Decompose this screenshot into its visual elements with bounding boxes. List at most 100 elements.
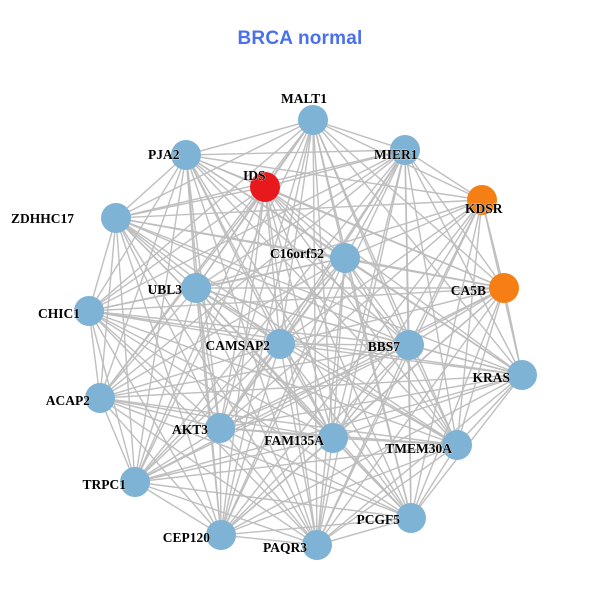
graph-edge bbox=[134, 481, 412, 519]
node-marker[interactable] bbox=[265, 329, 295, 359]
graph-edge bbox=[134, 343, 281, 483]
graph-edge bbox=[88, 310, 523, 376]
graph-edge bbox=[219, 343, 281, 429]
graph-edge bbox=[219, 287, 505, 429]
graph-edge bbox=[115, 217, 136, 483]
node-marker[interactable] bbox=[74, 296, 104, 326]
graph-node-kras[interactable]: KRAS bbox=[472, 360, 537, 390]
node-marker[interactable] bbox=[205, 413, 235, 443]
graph-node-akt3[interactable]: AKT3 bbox=[172, 413, 235, 443]
graph-edge bbox=[312, 119, 406, 151]
node-marker[interactable] bbox=[85, 383, 115, 413]
graph-node-ids[interactable]: IDS bbox=[243, 168, 280, 202]
graph-node-tmem30a[interactable]: TMEM30A bbox=[385, 430, 472, 460]
graph-edge bbox=[344, 257, 410, 346]
node-label: KRAS bbox=[472, 370, 510, 385]
graph-node-pja2[interactable]: PJA2 bbox=[148, 140, 201, 170]
graph-node-bbs7[interactable]: BBS7 bbox=[367, 330, 424, 360]
graph-node-camsap2[interactable]: CAMSAP2 bbox=[205, 329, 296, 359]
node-marker[interactable] bbox=[507, 360, 537, 390]
node-marker[interactable] bbox=[181, 273, 211, 303]
graph-edge bbox=[99, 257, 346, 399]
node-marker[interactable] bbox=[396, 503, 426, 533]
graph-edge bbox=[88, 186, 266, 312]
node-marker[interactable] bbox=[302, 530, 332, 560]
node-layer[interactable]: MALT1 PJA2 MIER1 IDS KDSR ZDHHC17 C16orf52 CA5B… bbox=[11, 91, 537, 560]
graph-node-paqr3[interactable]: PAQR3 bbox=[263, 530, 332, 560]
graph-edge bbox=[88, 310, 281, 345]
node-marker[interactable] bbox=[298, 105, 328, 135]
node-marker[interactable] bbox=[171, 140, 201, 170]
node-marker[interactable] bbox=[318, 423, 348, 453]
graph-edge bbox=[220, 119, 314, 536]
node-label: FAM135A bbox=[264, 433, 324, 448]
node-marker[interactable] bbox=[250, 172, 280, 202]
node-label: C16orf52 bbox=[270, 246, 324, 261]
graph-edge bbox=[456, 199, 483, 446]
node-label: CA5B bbox=[451, 283, 486, 298]
graph-edge bbox=[195, 287, 318, 546]
graph-edge bbox=[99, 154, 187, 399]
node-marker[interactable] bbox=[394, 330, 424, 360]
node-marker[interactable] bbox=[120, 467, 150, 497]
graph-edge bbox=[220, 517, 412, 536]
graph-edge bbox=[220, 344, 410, 536]
graph-edge bbox=[99, 397, 458, 446]
graph-node-kdsr[interactable]: KDSR bbox=[465, 185, 503, 216]
node-marker[interactable] bbox=[206, 520, 236, 550]
graph-edge bbox=[115, 186, 266, 219]
graph-node-ca5b[interactable]: CA5B bbox=[450, 273, 519, 303]
graph-edge bbox=[219, 427, 412, 519]
graph-edge bbox=[115, 154, 187, 219]
node-marker[interactable] bbox=[489, 273, 519, 303]
graph-edge bbox=[220, 444, 458, 536]
node-marker[interactable] bbox=[101, 203, 131, 233]
graph-edge bbox=[410, 287, 505, 519]
graph-edge bbox=[344, 149, 406, 259]
graph-edge bbox=[195, 287, 458, 446]
graph-edge bbox=[99, 149, 406, 399]
node-label: ACAP2 bbox=[46, 393, 90, 408]
node-marker[interactable] bbox=[330, 243, 360, 273]
graph-edge bbox=[264, 186, 523, 376]
graph-edge bbox=[456, 287, 505, 446]
node-label: PJA2 bbox=[148, 147, 180, 162]
graph-edge bbox=[344, 199, 483, 259]
graph-edge bbox=[408, 344, 523, 376]
graph-node-mier1[interactable]: MIER1 bbox=[374, 135, 420, 165]
graph-node-chic1[interactable]: CHIC1 bbox=[38, 296, 104, 326]
node-marker[interactable] bbox=[442, 430, 472, 460]
graph-edge bbox=[88, 310, 458, 446]
node-label: BBS7 bbox=[368, 339, 401, 354]
graph-edge bbox=[219, 374, 523, 429]
graph-edge bbox=[99, 397, 412, 519]
graph-node-pcgf5[interactable]: PCGF5 bbox=[356, 503, 427, 533]
node-label: TRPC1 bbox=[83, 477, 127, 492]
graph-node-c16orf52[interactable]: C16orf52 bbox=[270, 243, 360, 273]
graph-edge bbox=[316, 444, 458, 546]
graph-edge bbox=[219, 427, 222, 536]
node-marker[interactable] bbox=[467, 185, 497, 215]
graph-edge bbox=[316, 344, 410, 546]
graph-node-fam135a[interactable]: FAM135A bbox=[264, 423, 348, 453]
node-label: ZDHHC17 bbox=[11, 211, 74, 226]
graph-edge bbox=[134, 481, 222, 536]
node-label: PAQR3 bbox=[263, 540, 307, 555]
node-label: AKT3 bbox=[172, 422, 208, 437]
graph-edge bbox=[408, 344, 412, 519]
graph-node-malt1[interactable]: MALT1 bbox=[281, 91, 328, 135]
graph-edge bbox=[99, 217, 117, 399]
page-title: BRCA normal bbox=[237, 28, 363, 49]
graph-node-acap2[interactable]: ACAP2 bbox=[45, 383, 115, 413]
graph-node-ubl3[interactable]: UBL3 bbox=[147, 273, 211, 303]
node-marker[interactable] bbox=[390, 135, 420, 165]
graph-node-trpc1[interactable]: TRPC1 bbox=[82, 467, 151, 497]
graph-edge bbox=[115, 217, 197, 289]
node-label: UBL3 bbox=[147, 282, 182, 297]
graph-edge bbox=[410, 199, 483, 519]
graph-edge bbox=[279, 119, 314, 345]
graph-edge bbox=[220, 534, 318, 546]
graph-node-zdhhc17[interactable]: ZDHHC17 bbox=[11, 203, 131, 233]
graph-node-cep120[interactable]: CEP120 bbox=[162, 520, 236, 550]
